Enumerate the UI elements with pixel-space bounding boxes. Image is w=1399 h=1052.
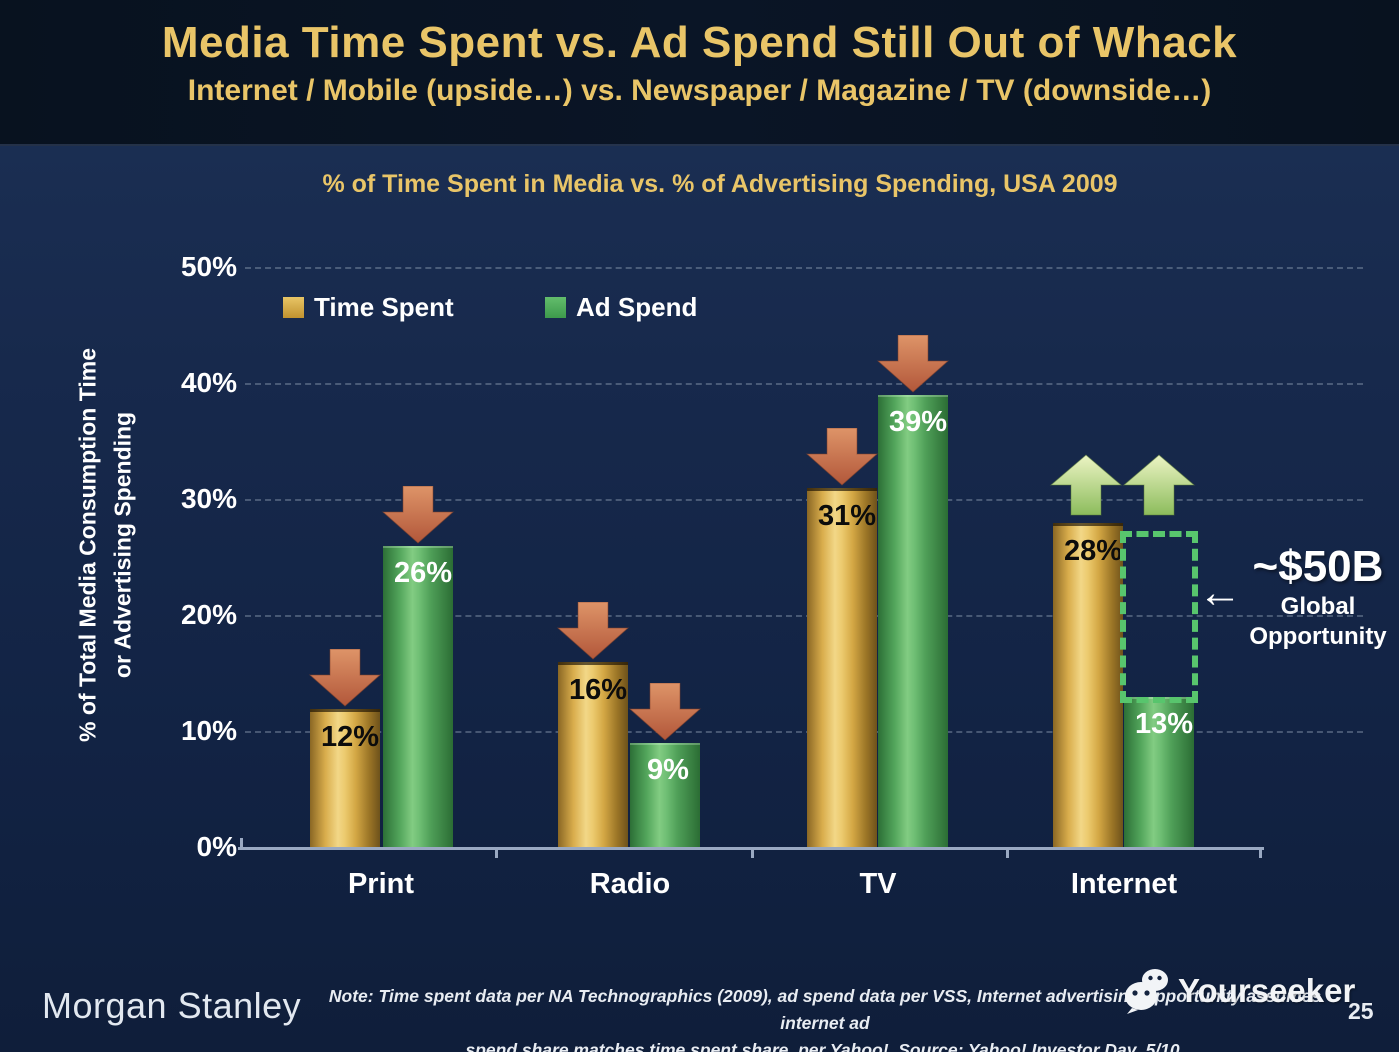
opportunity-label-line2: Opportunity	[1249, 623, 1387, 650]
bar-tv-time-spent: 31%	[807, 488, 877, 848]
bar-value-label: 13%	[1135, 708, 1194, 740]
watermark-text: Yourseeker	[1178, 972, 1356, 1009]
up-arrow-internet-ad-spend	[1122, 454, 1196, 516]
gridline-20	[245, 615, 1363, 617]
gridline-10	[245, 731, 1363, 733]
down-arrow-radio-ad-spend	[628, 683, 702, 741]
x-axis-tick	[1006, 847, 1009, 858]
legend-label-time-spent: Time Spent	[314, 292, 454, 322]
plot-area: 12% 26% 16% 9% 31% 39% 28% 13%	[240, 265, 1262, 848]
y-tick-10: 10%	[180, 715, 237, 746]
bar-print-time-spent: 12%	[310, 709, 380, 848]
watermark: Yourseeker	[1122, 968, 1355, 1014]
x-label-radio: Radio	[589, 868, 671, 900]
up-arrow-internet-time-spent	[1049, 454, 1123, 516]
y-tick-40: 40%	[180, 367, 237, 398]
opportunity-label-line1: Global	[1280, 593, 1356, 620]
chart-title: % of Time Spent in Media vs. % of Advert…	[322, 170, 1118, 198]
bar-print-ad-spend: 26%	[383, 546, 453, 848]
y-axis-title: % of Total Media Consumption Time or Adv…	[71, 348, 140, 742]
bar-value-label: 9%	[647, 754, 689, 786]
bar-internet-time-spent: 28%	[1053, 523, 1123, 848]
down-arrow-tv-ad-spend	[876, 335, 950, 393]
down-arrow-tv-time-spent	[805, 428, 879, 486]
bar-value-label: 39%	[889, 406, 948, 438]
gridline-50	[245, 267, 1363, 269]
y-tick-50: 50%	[180, 251, 237, 282]
legend-label-ad-spend: Ad Spend	[576, 292, 698, 322]
footnote-line1: Note: Time spent data per NA Technograph…	[328, 986, 1322, 1034]
y-tick-30: 30%	[180, 483, 237, 514]
footnote-line2: spend share matches time spent share, pe…	[465, 1040, 1185, 1052]
page-number: 25	[1348, 998, 1374, 1024]
y-tick-0: 0%	[196, 831, 237, 862]
x-label-tv: TV	[859, 868, 897, 900]
down-arrow-print-ad-spend	[381, 486, 455, 544]
gridline-30	[245, 499, 1363, 501]
y-axis-title-line2: or Advertising Spending	[109, 411, 135, 679]
bar-radio-ad-spend: 9%	[630, 743, 700, 848]
bar-value-label: 12%	[321, 721, 380, 753]
legend-item-ad-spend: Ad Spend	[545, 292, 697, 323]
bar-internet-ad-spend: 13%	[1124, 697, 1194, 848]
opportunity-box	[1120, 531, 1198, 703]
bar-radio-time-spent: 16%	[558, 662, 628, 848]
slide-title: Media Time Spent vs. Ad Spend Still Out …	[161, 18, 1238, 67]
legend-swatch-time-spent	[283, 297, 304, 318]
opportunity-value: ~$50B	[1252, 542, 1384, 591]
gridline-40	[245, 383, 1363, 385]
opportunity-pointer-arrow-icon: ←	[1198, 568, 1242, 617]
bar-tv-ad-spend: 39%	[878, 395, 948, 848]
x-label-print: Print	[347, 868, 415, 900]
bar-value-label: 26%	[394, 557, 453, 589]
down-arrow-print-time-spent	[308, 649, 382, 707]
slide-header: Media Time Spent vs. Ad Spend Still Out …	[0, 0, 1399, 146]
morgan-stanley-logo: Morgan Stanley	[42, 985, 302, 1026]
opportunity-annotation: ~$50B Global Opportunity	[1238, 542, 1398, 652]
x-axis-tick	[1259, 847, 1262, 858]
slide-subtitle: Internet / Mobile (upside…) vs. Newspape…	[187, 74, 1212, 107]
legend-swatch-ad-spend	[545, 297, 566, 318]
wechat-icon	[1125, 969, 1168, 1014]
bar-value-label: 31%	[818, 500, 877, 532]
y-tick-20: 20%	[180, 599, 237, 630]
legend-item-time-spent: Time Spent	[283, 292, 454, 323]
down-arrow-radio-time-spent	[556, 602, 630, 660]
bar-value-label: 28%	[1064, 535, 1123, 567]
y-axis-title-line1: % of Total Media Consumption Time	[74, 348, 101, 742]
x-label-internet: Internet	[1070, 868, 1178, 900]
x-axis-tick	[751, 847, 754, 858]
bar-value-label: 16%	[569, 674, 628, 706]
x-axis-tick	[495, 847, 498, 858]
x-axis-tick	[240, 838, 243, 849]
footnote: Note: Time spent data per NA Technograph…	[305, 983, 1345, 1052]
